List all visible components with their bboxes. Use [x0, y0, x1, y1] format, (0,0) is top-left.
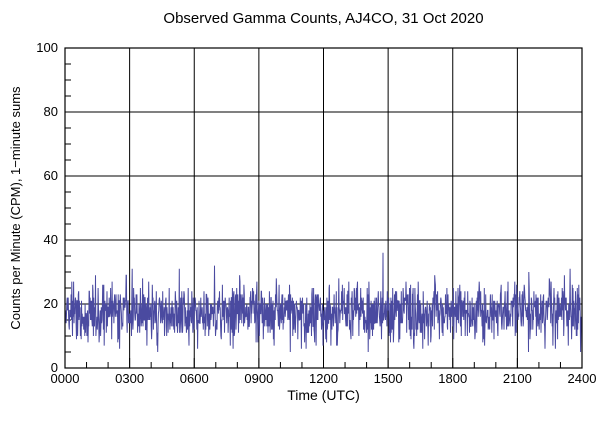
y-tick-label: 20: [44, 296, 58, 311]
x-tick-label: 0300: [115, 371, 144, 386]
y-tick-label: 80: [44, 104, 58, 119]
x-axis-title: Time (UTC): [287, 387, 360, 403]
y-tick-label: 40: [44, 232, 58, 247]
x-tick-label: 0000: [51, 371, 80, 386]
x-tick-label: 2100: [503, 371, 532, 386]
y-tick-label: 100: [36, 40, 58, 55]
x-tick-label: 0900: [244, 371, 273, 386]
x-tick-label: 2400: [568, 371, 597, 386]
y-tick-label: 60: [44, 168, 58, 183]
x-tick-label: 1200: [309, 371, 338, 386]
x-tick-label: 0600: [180, 371, 209, 386]
chart-title: Observed Gamma Counts, AJ4CO, 31 Oct 202…: [163, 10, 484, 27]
y-tick-label: 0: [51, 360, 58, 375]
plot-border: [64, 47, 583, 369]
x-tick-label: 1500: [374, 371, 403, 386]
data-trace: [64, 252, 583, 353]
x-tick-label: 1800: [438, 371, 467, 386]
